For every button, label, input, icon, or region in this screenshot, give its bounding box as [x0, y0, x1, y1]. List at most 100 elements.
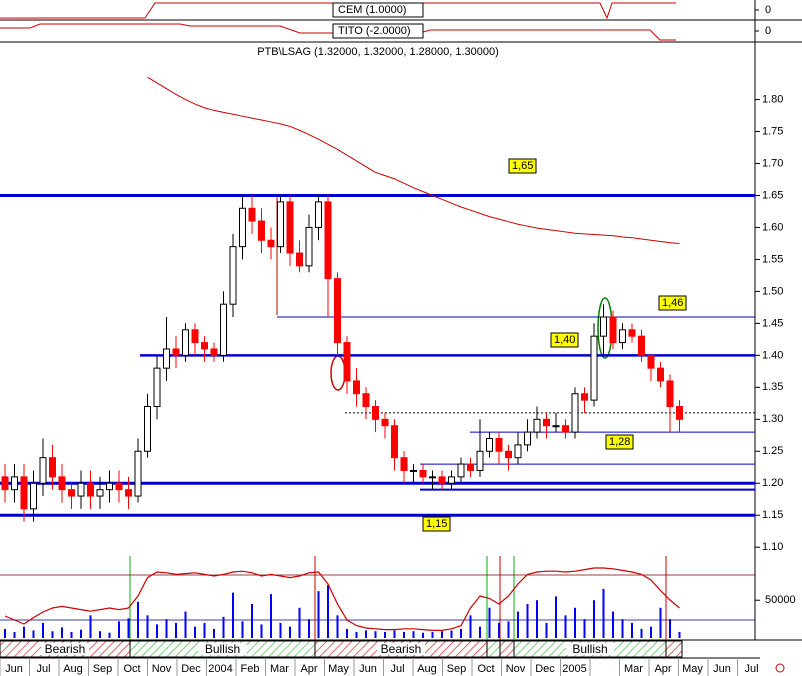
candle-body — [106, 482, 113, 491]
y-tick-label: 1.10 — [762, 541, 783, 553]
chart-title: PTB\LSAG (1.32000, 1.32000, 1.28000, 1.3… — [257, 46, 499, 58]
y-tick-label: 1.65 — [762, 189, 783, 201]
x-tick-label: 2005 — [562, 663, 586, 675]
candle-body — [647, 354, 655, 369]
level-label-box — [605, 434, 634, 450]
y-tick-label: 0 — [765, 25, 771, 37]
level-label-box — [550, 332, 579, 348]
candle-body — [163, 348, 170, 369]
y-tick-label: 1.55 — [762, 253, 783, 265]
level-label: 1,65 — [512, 160, 533, 172]
x-tick-label: Apr — [654, 663, 671, 675]
candle-body — [505, 450, 512, 459]
candle-body — [562, 425, 569, 433]
candle-body — [58, 476, 66, 491]
y-tick-label: 1.25 — [762, 445, 783, 457]
candle-body — [448, 476, 455, 484]
x-tick-label: Dec — [535, 663, 555, 675]
x-tick-label: May — [328, 663, 349, 675]
level-label: 1,40 — [554, 334, 575, 346]
options-icon[interactable] — [775, 663, 785, 673]
regime-label: Bearish — [381, 642, 422, 656]
candle-body — [666, 380, 674, 408]
candle-body — [286, 201, 294, 254]
regime-label-bg — [566, 643, 614, 655]
x-tick-label: Aug — [63, 663, 83, 675]
x-tick-label: Aug — [417, 663, 437, 675]
y-tick-label: 50000 — [765, 594, 796, 606]
candle-body — [628, 329, 636, 337]
candle-body — [324, 201, 332, 280]
candle-body — [258, 220, 265, 241]
x-tick-label: Nov — [506, 663, 526, 675]
candle-body — [191, 329, 199, 344]
candle-body — [600, 316, 607, 337]
level-label-box — [658, 295, 687, 311]
candle-body — [115, 482, 123, 491]
y-tick-label: 1.35 — [762, 381, 783, 393]
candle-body — [305, 226, 313, 267]
candle-body — [172, 348, 180, 356]
x-tick-label: Dec — [181, 663, 201, 675]
candle-body — [400, 457, 408, 471]
x-tick-label: Jun — [5, 663, 23, 675]
level-label: 1,46 — [662, 297, 683, 309]
candle-body — [657, 367, 664, 382]
candle-body — [315, 201, 322, 228]
y-tick-label: 1.15 — [762, 509, 783, 521]
candle-body — [49, 457, 56, 478]
candle-body — [267, 239, 275, 248]
y-tick-label: 1.30 — [762, 413, 783, 425]
candle-body — [467, 463, 474, 471]
indicator-label: CEM (1.0000) — [338, 4, 406, 16]
candle-body — [514, 444, 522, 459]
candle-body — [571, 393, 579, 433]
x-tick-label: Apr — [300, 663, 317, 675]
candle-body — [20, 476, 28, 510]
candle-body — [125, 489, 132, 497]
moving-average — [147, 76, 680, 244]
x-tick-label: Oct — [477, 663, 494, 675]
x-tick-label: May — [682, 663, 703, 675]
candle-body — [524, 431, 531, 446]
regime-band — [486, 640, 501, 658]
x-tick-label: Sep — [93, 663, 113, 675]
candle-body — [201, 342, 208, 350]
candle-body — [30, 482, 37, 510]
level-label: 1,28 — [609, 436, 630, 448]
candle-body — [277, 201, 284, 248]
candle-body — [334, 278, 341, 344]
candle-body — [153, 367, 161, 408]
candle-body — [609, 316, 617, 344]
candle-body — [495, 437, 503, 452]
regime-label-bg — [198, 643, 247, 655]
candle-body — [619, 329, 626, 344]
candle-body — [676, 406, 683, 420]
candle-body — [248, 207, 256, 222]
x-tick-label: Jun — [713, 663, 731, 675]
y-tick-label: 1.75 — [762, 125, 783, 137]
candle-body — [77, 482, 85, 497]
regime-label: Bearish — [45, 642, 86, 656]
x-tick-label: Mar — [270, 663, 289, 675]
candle-body — [372, 406, 379, 420]
y-tick-label: 1.40 — [762, 349, 783, 361]
indicator-label-box — [332, 23, 424, 39]
x-tick-label: Sep — [447, 663, 467, 675]
x-tick-label: Jul — [744, 663, 758, 675]
level-label: 1,15 — [426, 518, 447, 530]
y-tick-label: 1.45 — [762, 317, 783, 329]
candle-body — [581, 393, 588, 401]
indicator-label-box — [332, 2, 424, 18]
x-tick-label: Feb — [241, 663, 260, 675]
y-tick-label: 1.80 — [762, 93, 783, 105]
candle-body — [590, 335, 598, 401]
x-tick-label: Jun — [359, 663, 377, 675]
x-tick-label: Jul — [390, 663, 404, 675]
y-tick-label: 1.50 — [762, 285, 783, 297]
x-tick-label: Nov — [152, 663, 172, 675]
tito-line — [0, 23, 676, 41]
candle-body — [1, 476, 9, 491]
candle-body — [543, 418, 550, 427]
level-label-box — [508, 158, 537, 174]
